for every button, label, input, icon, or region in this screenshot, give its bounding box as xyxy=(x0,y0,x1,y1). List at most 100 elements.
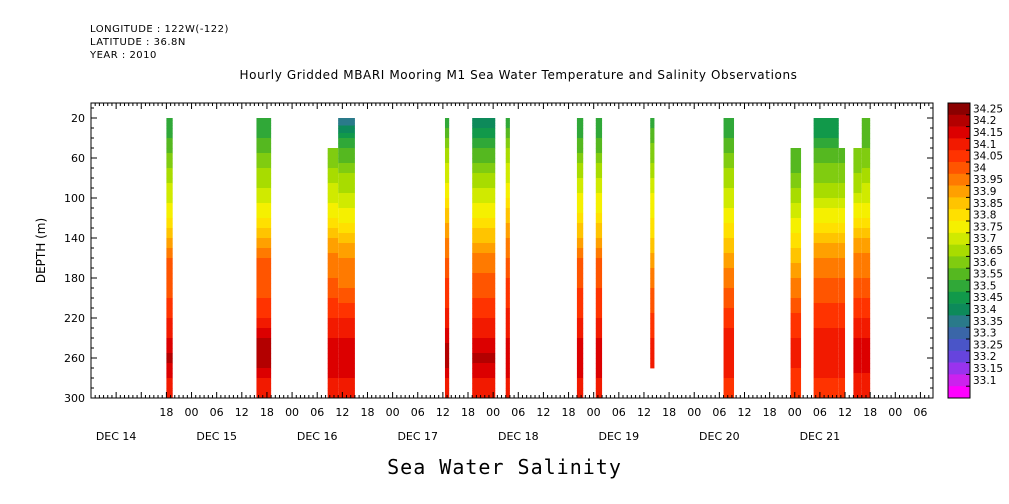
x-tick-label: 18 xyxy=(763,406,777,419)
salinity-cell xyxy=(327,363,339,369)
salinity-cell xyxy=(338,118,355,121)
salinity-cell xyxy=(338,263,355,269)
legend-swatch xyxy=(948,126,970,139)
salinity-cell xyxy=(505,263,510,269)
salinity-cell xyxy=(505,358,510,364)
salinity-cell xyxy=(576,353,584,359)
salinity-cell xyxy=(576,258,584,264)
salinity-cell xyxy=(790,373,802,379)
salinity-cell xyxy=(853,188,862,194)
salinity-cell xyxy=(166,333,173,339)
salinity-cell xyxy=(166,358,173,364)
salinity-cell xyxy=(861,348,871,354)
salinity-cell xyxy=(338,138,355,144)
x-tick-label: 00 xyxy=(386,406,400,419)
salinity-cell xyxy=(166,378,173,384)
salinity-cell xyxy=(650,353,655,359)
salinity-cell xyxy=(595,308,603,314)
salinity-cell xyxy=(595,133,603,139)
legend-swatch xyxy=(948,209,970,222)
salinity-cell xyxy=(723,158,735,164)
salinity-cell xyxy=(595,353,603,359)
legend-label: 33.4 xyxy=(973,304,997,316)
salinity-cell xyxy=(790,248,802,254)
salinity-cell xyxy=(853,333,862,339)
salinity-cell xyxy=(444,118,450,121)
salinity-cell xyxy=(813,248,839,254)
salinity-cell xyxy=(256,193,272,199)
salinity-cell xyxy=(853,353,862,359)
salinity-cell xyxy=(790,383,802,389)
salinity-cell xyxy=(650,125,655,129)
salinity-cell xyxy=(472,153,496,159)
salinity-cell xyxy=(256,393,272,396)
salinity-cell xyxy=(861,358,871,364)
data-column-12 xyxy=(813,118,839,399)
salinity-cell xyxy=(505,153,510,159)
salinity-cell xyxy=(650,273,655,279)
salinity-cell xyxy=(595,208,603,214)
salinity-cell xyxy=(472,128,496,134)
legend-label: 33.7 xyxy=(973,233,996,245)
legend-label: 33.85 xyxy=(973,198,1003,210)
salinity-cell xyxy=(576,273,584,279)
y-axis: 20 60 100 140 180 220 260 300 xyxy=(64,107,933,405)
salinity-cell xyxy=(472,203,496,209)
salinity-cell xyxy=(790,298,802,304)
salinity-cell xyxy=(505,178,510,184)
salinity-cell xyxy=(166,223,173,229)
salinity-cell xyxy=(790,388,802,391)
salinity-cell xyxy=(444,183,450,189)
x-day-label: DEC 15 xyxy=(196,430,237,443)
salinity-cell xyxy=(861,253,871,259)
salinity-cell xyxy=(444,193,450,199)
salinity-cell xyxy=(256,198,272,204)
salinity-cell xyxy=(472,238,496,244)
salinity-cell xyxy=(472,118,496,121)
salinity-cell xyxy=(166,213,173,219)
salinity-cell xyxy=(444,390,450,394)
salinity-cell xyxy=(472,323,496,329)
salinity-cell xyxy=(576,243,584,249)
salinity-cell xyxy=(853,363,862,369)
salinity-cell xyxy=(813,338,839,344)
salinity-cell xyxy=(650,173,655,179)
salinity-cell xyxy=(505,363,510,369)
salinity-cell xyxy=(338,203,355,209)
data-column-7 xyxy=(576,118,584,399)
salinity-cell xyxy=(338,123,355,126)
legend-swatch xyxy=(948,138,970,151)
salinity-cell xyxy=(853,283,862,289)
salinity-cell xyxy=(166,298,173,304)
salinity-cell xyxy=(576,128,584,134)
salinity-cell xyxy=(838,393,846,396)
salinity-cell xyxy=(472,358,496,364)
salinity-cell xyxy=(256,143,272,149)
salinity-cell xyxy=(338,223,355,229)
salinity-cell xyxy=(444,373,450,379)
salinity-cell xyxy=(723,183,735,189)
salinity-cell xyxy=(861,368,871,374)
salinity-cell xyxy=(813,378,839,384)
salinity-cell xyxy=(838,258,846,264)
salinity-cell xyxy=(472,373,496,379)
salinity-cell xyxy=(472,328,496,334)
salinity-cell xyxy=(723,128,735,134)
salinity-cell xyxy=(576,328,584,334)
salinity-cell xyxy=(166,383,173,389)
salinity-cell xyxy=(505,123,510,126)
legend-swatch xyxy=(948,244,970,257)
salinity-cell xyxy=(472,363,496,369)
salinity-cell xyxy=(472,223,496,229)
salinity-cell xyxy=(853,208,862,214)
x-tick-label: 18 xyxy=(461,406,475,419)
salinity-cell xyxy=(444,123,450,126)
salinity-cell xyxy=(790,273,802,279)
data-column-5 xyxy=(472,118,496,399)
salinity-cell xyxy=(813,198,839,204)
salinity-cell xyxy=(595,143,603,149)
salinity-cell xyxy=(256,213,272,219)
salinity-cell xyxy=(723,373,735,379)
x-tick-label: 00 xyxy=(888,406,902,419)
salinity-cell xyxy=(327,193,339,199)
